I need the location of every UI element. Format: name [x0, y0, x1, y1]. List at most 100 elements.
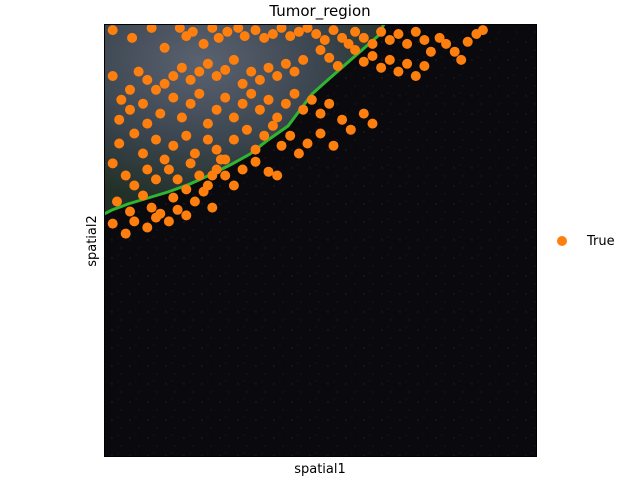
- data-point: [142, 118, 153, 129]
- data-point: [138, 190, 148, 201]
- data-point: [419, 35, 430, 45]
- data-point: [207, 170, 218, 181]
- data-point: [337, 114, 348, 125]
- data-point: [114, 138, 125, 149]
- data-point: [129, 128, 140, 139]
- data-point: [449, 46, 460, 57]
- data-point: [358, 56, 369, 67]
- data-point: [263, 62, 274, 73]
- data-point: [254, 104, 265, 115]
- data-point: [116, 94, 127, 105]
- data-point: [194, 88, 205, 99]
- data-point: [198, 38, 209, 49]
- data-point: [367, 38, 378, 49]
- data-point: [172, 204, 183, 215]
- data-point: [168, 192, 179, 203]
- data-point: [402, 38, 413, 49]
- data-point: [302, 24, 313, 33]
- plot-area: [104, 24, 537, 457]
- data-point: [358, 108, 369, 119]
- data-point: [384, 54, 395, 65]
- data-point: [324, 98, 335, 109]
- data-point: [138, 98, 148, 109]
- data-point: [142, 222, 153, 233]
- data-point: [289, 66, 300, 77]
- data-point: [410, 71, 421, 81]
- data-point: [276, 24, 287, 33]
- data-point: [194, 170, 205, 181]
- data-point: [189, 148, 200, 159]
- data-point: [163, 164, 174, 175]
- data-point: [114, 114, 125, 125]
- data-point: [174, 24, 185, 33]
- data-point: [215, 154, 226, 165]
- data-point: [311, 29, 322, 39]
- data-point: [176, 112, 187, 123]
- data-point: [315, 108, 326, 119]
- data-point: [151, 212, 161, 223]
- data-point: [159, 78, 170, 89]
- scatter-points: [107, 24, 488, 239]
- data-point: [259, 130, 270, 141]
- data-point: [142, 164, 153, 175]
- data-point: [125, 84, 135, 95]
- data-point: [250, 25, 261, 36]
- data-point: [315, 128, 326, 139]
- data-point: [328, 25, 339, 36]
- data-point: [434, 32, 445, 43]
- data-point: [393, 29, 404, 39]
- data-point: [332, 61, 343, 71]
- data-point: [211, 144, 222, 155]
- data-point: [350, 26, 361, 37]
- data-point: [228, 112, 239, 123]
- data-point: [237, 98, 248, 109]
- data-point: [163, 216, 174, 227]
- data-point: [315, 45, 326, 55]
- data-point: [133, 66, 144, 77]
- data-point: [181, 210, 192, 221]
- data-point: [220, 92, 231, 103]
- legend: True: [557, 234, 615, 249]
- data-point: [267, 29, 278, 39]
- data-point: [254, 74, 265, 85]
- data-point: [263, 166, 274, 177]
- data-point: [159, 42, 170, 53]
- data-point: [211, 71, 222, 81]
- data-point: [259, 32, 270, 43]
- data-point: [293, 148, 304, 159]
- data-point: [222, 26, 233, 37]
- data-point: [358, 32, 369, 43]
- data-point: [298, 104, 309, 115]
- data-point: [185, 158, 196, 169]
- data-point: [285, 130, 296, 141]
- data-point: [129, 216, 140, 227]
- data-point: [302, 138, 313, 149]
- data-point: [151, 134, 161, 145]
- data-point: [272, 170, 283, 181]
- data-point: [107, 158, 118, 169]
- data-point: [202, 118, 213, 129]
- data-point: [263, 94, 274, 105]
- data-point: [120, 228, 131, 239]
- data-point: [367, 51, 378, 61]
- data-point: [142, 74, 153, 85]
- data-point: [393, 66, 404, 77]
- data-point: [213, 32, 224, 43]
- data-point: [228, 134, 239, 145]
- data-point: [202, 58, 213, 69]
- data-point: [107, 25, 118, 36]
- data-point: [462, 36, 473, 47]
- data-point: [189, 196, 200, 207]
- data-point: [441, 38, 452, 49]
- data-point: [185, 74, 196, 85]
- data-point: [276, 140, 287, 151]
- data-point: [456, 54, 467, 65]
- data-point: [168, 140, 179, 151]
- chart-title: Tumor_region: [268, 2, 370, 21]
- data-point: [272, 71, 283, 81]
- data-point: [120, 170, 131, 181]
- data-point: [289, 88, 300, 99]
- data-point: [202, 134, 213, 145]
- data-point: [198, 186, 209, 197]
